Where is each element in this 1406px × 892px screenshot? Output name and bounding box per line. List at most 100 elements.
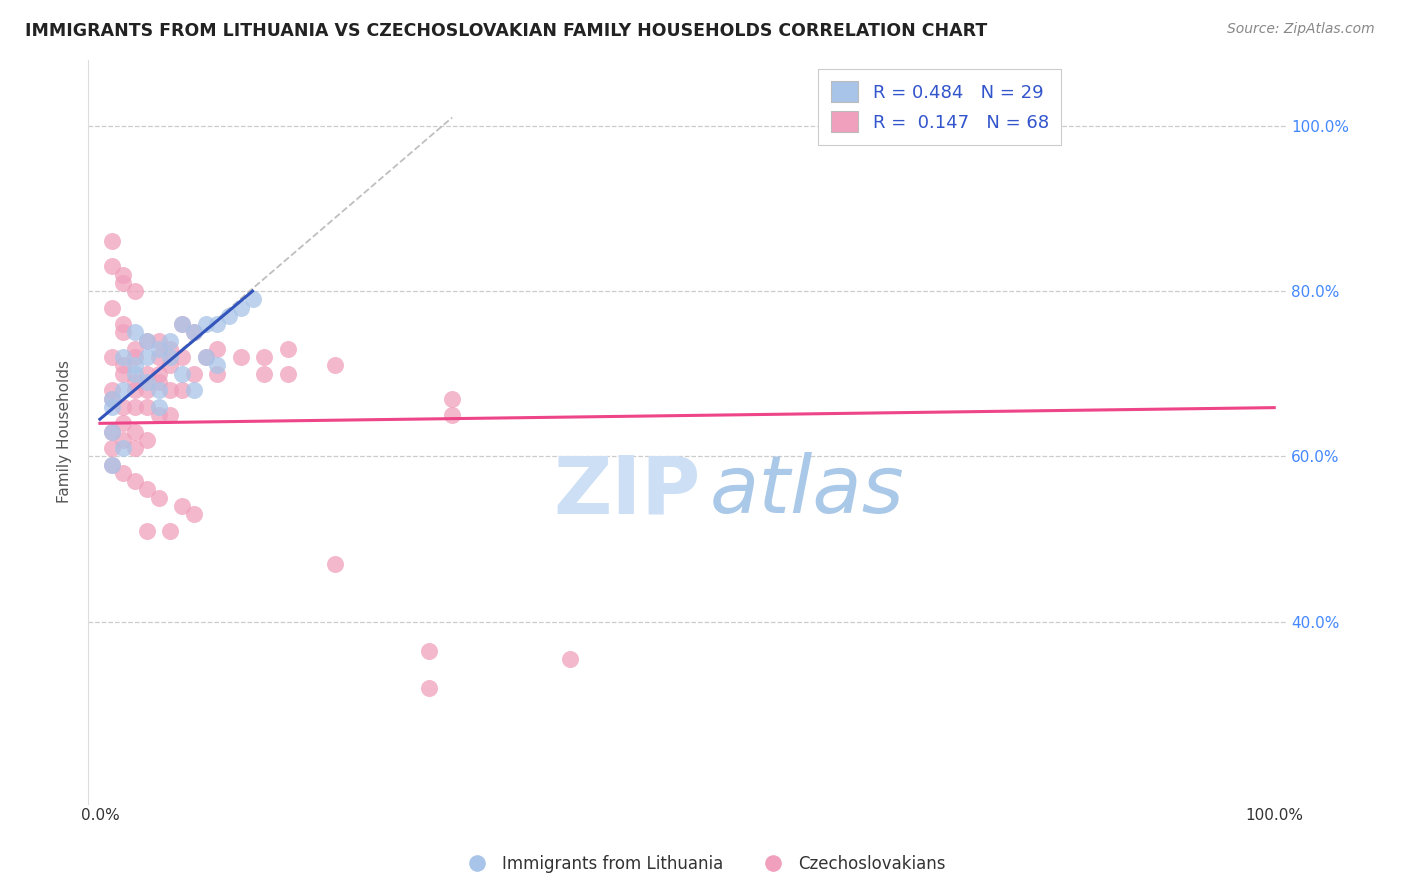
Text: IMMIGRANTS FROM LITHUANIA VS CZECHOSLOVAKIAN FAMILY HOUSEHOLDS CORRELATION CHART: IMMIGRANTS FROM LITHUANIA VS CZECHOSLOVA… [25, 22, 987, 40]
Point [418, 681, 440, 695]
Point [112, 400, 135, 414]
Point [159, 524, 181, 538]
Point [159, 342, 181, 356]
Point [135, 524, 157, 538]
Point [242, 293, 264, 307]
Y-axis label: Family Households: Family Households [58, 360, 72, 503]
Legend: R = 0.484   N = 29, R =  0.147   N = 68: R = 0.484 N = 29, R = 0.147 N = 68 [818, 69, 1062, 145]
Point [100, 458, 122, 472]
Point [112, 367, 135, 381]
Point [135, 334, 157, 348]
Point [183, 326, 205, 340]
Point [207, 317, 229, 331]
Point [100, 425, 122, 439]
Point [148, 367, 170, 381]
Point [112, 433, 135, 447]
Point [112, 317, 135, 331]
Point [124, 441, 146, 455]
Point [135, 483, 157, 497]
Point [207, 359, 229, 373]
Point [183, 326, 205, 340]
Point [124, 400, 146, 414]
Point [194, 350, 217, 364]
Point [135, 350, 157, 364]
Point [218, 309, 240, 323]
Point [253, 350, 276, 364]
Point [100, 441, 122, 455]
Point [172, 367, 194, 381]
Point [148, 334, 170, 348]
Point [558, 652, 581, 666]
Point [112, 276, 135, 290]
Legend: Immigrants from Lithuania, Czechoslovakians: Immigrants from Lithuania, Czechoslovaki… [454, 848, 952, 880]
Point [148, 342, 170, 356]
Text: ZIP: ZIP [554, 452, 700, 530]
Point [148, 384, 170, 398]
Point [277, 367, 299, 381]
Text: atlas: atlas [710, 452, 904, 530]
Point [112, 268, 135, 282]
Point [323, 359, 346, 373]
Point [124, 350, 146, 364]
Point [100, 400, 122, 414]
Point [112, 326, 135, 340]
Point [100, 235, 122, 249]
Point [159, 408, 181, 422]
Point [159, 359, 181, 373]
Point [172, 499, 194, 513]
Point [135, 400, 157, 414]
Point [124, 359, 146, 373]
Point [148, 491, 170, 505]
Point [100, 260, 122, 274]
Point [135, 375, 157, 389]
Point [124, 384, 146, 398]
Point [277, 342, 299, 356]
Point [194, 317, 217, 331]
Point [135, 384, 157, 398]
Point [124, 425, 146, 439]
Point [124, 474, 146, 488]
Point [148, 375, 170, 389]
Point [112, 350, 135, 364]
Point [229, 350, 252, 364]
Point [159, 384, 181, 398]
Text: Source: ZipAtlas.com: Source: ZipAtlas.com [1227, 22, 1375, 37]
Point [124, 284, 146, 298]
Point [100, 392, 122, 406]
Point [148, 350, 170, 364]
Point [183, 384, 205, 398]
Point [207, 367, 229, 381]
Point [112, 417, 135, 431]
Point [135, 334, 157, 348]
Point [112, 384, 135, 398]
Point [441, 408, 464, 422]
Point [229, 301, 252, 315]
Point [112, 359, 135, 373]
Point [124, 375, 146, 389]
Point [100, 458, 122, 472]
Point [172, 317, 194, 331]
Point [112, 466, 135, 480]
Point [124, 342, 146, 356]
Point [183, 367, 205, 381]
Point [207, 342, 229, 356]
Point [253, 367, 276, 381]
Point [441, 392, 464, 406]
Point [159, 334, 181, 348]
Point [135, 433, 157, 447]
Point [100, 392, 122, 406]
Point [172, 317, 194, 331]
Point [124, 326, 146, 340]
Point [124, 367, 146, 381]
Point [100, 350, 122, 364]
Point [100, 425, 122, 439]
Point [418, 643, 440, 657]
Point [194, 350, 217, 364]
Point [112, 441, 135, 455]
Point [323, 557, 346, 571]
Point [100, 301, 122, 315]
Point [172, 384, 194, 398]
Point [148, 400, 170, 414]
Point [135, 367, 157, 381]
Point [100, 384, 122, 398]
